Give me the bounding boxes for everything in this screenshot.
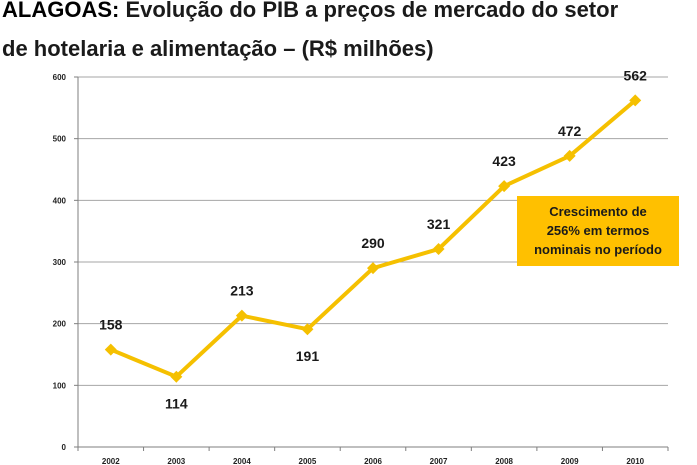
y-axis-ticks: 0 100 200 300 400 500 600 <box>53 73 78 452</box>
data-point <box>301 323 314 336</box>
growth-annotation: Crescimento de 256% em termos nominais n… <box>517 196 679 266</box>
data-label: 213 <box>230 283 254 299</box>
data-label: 321 <box>427 216 451 232</box>
data-point <box>432 243 445 256</box>
data-point <box>104 343 117 356</box>
data-label: 158 <box>99 317 123 333</box>
data-point <box>170 370 183 383</box>
x-tick-label: 2005 <box>299 457 317 465</box>
y-tick-label: 400 <box>53 196 67 205</box>
y-tick-label: 300 <box>53 258 67 267</box>
x-tick-label: 2007 <box>430 457 448 465</box>
data-label: 191 <box>296 348 320 364</box>
title-line-1-text: Evolução do PIB a preços de mercado do s… <box>119 0 619 22</box>
x-tick-label: 2006 <box>364 457 382 465</box>
title-line-1: ALAGOAS: Evolução do PIB a preços de mer… <box>2 0 697 29</box>
chart-title: ALAGOAS: Evolução do PIB a preços de mer… <box>2 0 697 68</box>
x-tick-label: 2002 <box>102 457 120 465</box>
data-point <box>498 180 511 193</box>
x-tick-label: 2010 <box>626 457 644 465</box>
y-tick-label: 0 <box>62 443 67 452</box>
data-label: 562 <box>624 67 648 83</box>
title-line-2: de hotelaria e alimentação – (R$ milhões… <box>2 36 434 61</box>
y-tick-label: 500 <box>53 135 67 144</box>
x-tick-label: 2009 <box>561 457 579 465</box>
data-label: 423 <box>492 153 516 169</box>
y-tick-label: 600 <box>53 73 67 82</box>
annotation-line-1: Crescimento de <box>549 204 647 219</box>
data-point <box>629 94 642 107</box>
series-markers <box>104 94 642 383</box>
data-label: 114 <box>165 396 188 412</box>
y-tick-label: 200 <box>53 320 67 329</box>
data-point <box>563 149 576 162</box>
data-label: 290 <box>361 235 385 251</box>
x-axis-ticks: 2002 2003 2004 2005 2006 2007 2008 2009 2010 <box>77 447 669 465</box>
annotation-line-2: 256% em termos <box>546 223 650 238</box>
data-labels: 158 114 213 191 290 321 423 472 562 <box>99 67 647 411</box>
data-label: 472 <box>558 123 582 139</box>
data-point <box>235 309 248 322</box>
title-region: ALAGOAS: <box>2 0 120 22</box>
x-tick-label: 2003 <box>167 457 185 465</box>
annotation-line-3: nominais no período <box>534 242 662 257</box>
data-point <box>367 262 379 275</box>
y-tick-label: 100 <box>53 381 67 390</box>
x-tick-label: 2008 <box>495 457 513 465</box>
x-tick-label: 2004 <box>233 457 251 465</box>
